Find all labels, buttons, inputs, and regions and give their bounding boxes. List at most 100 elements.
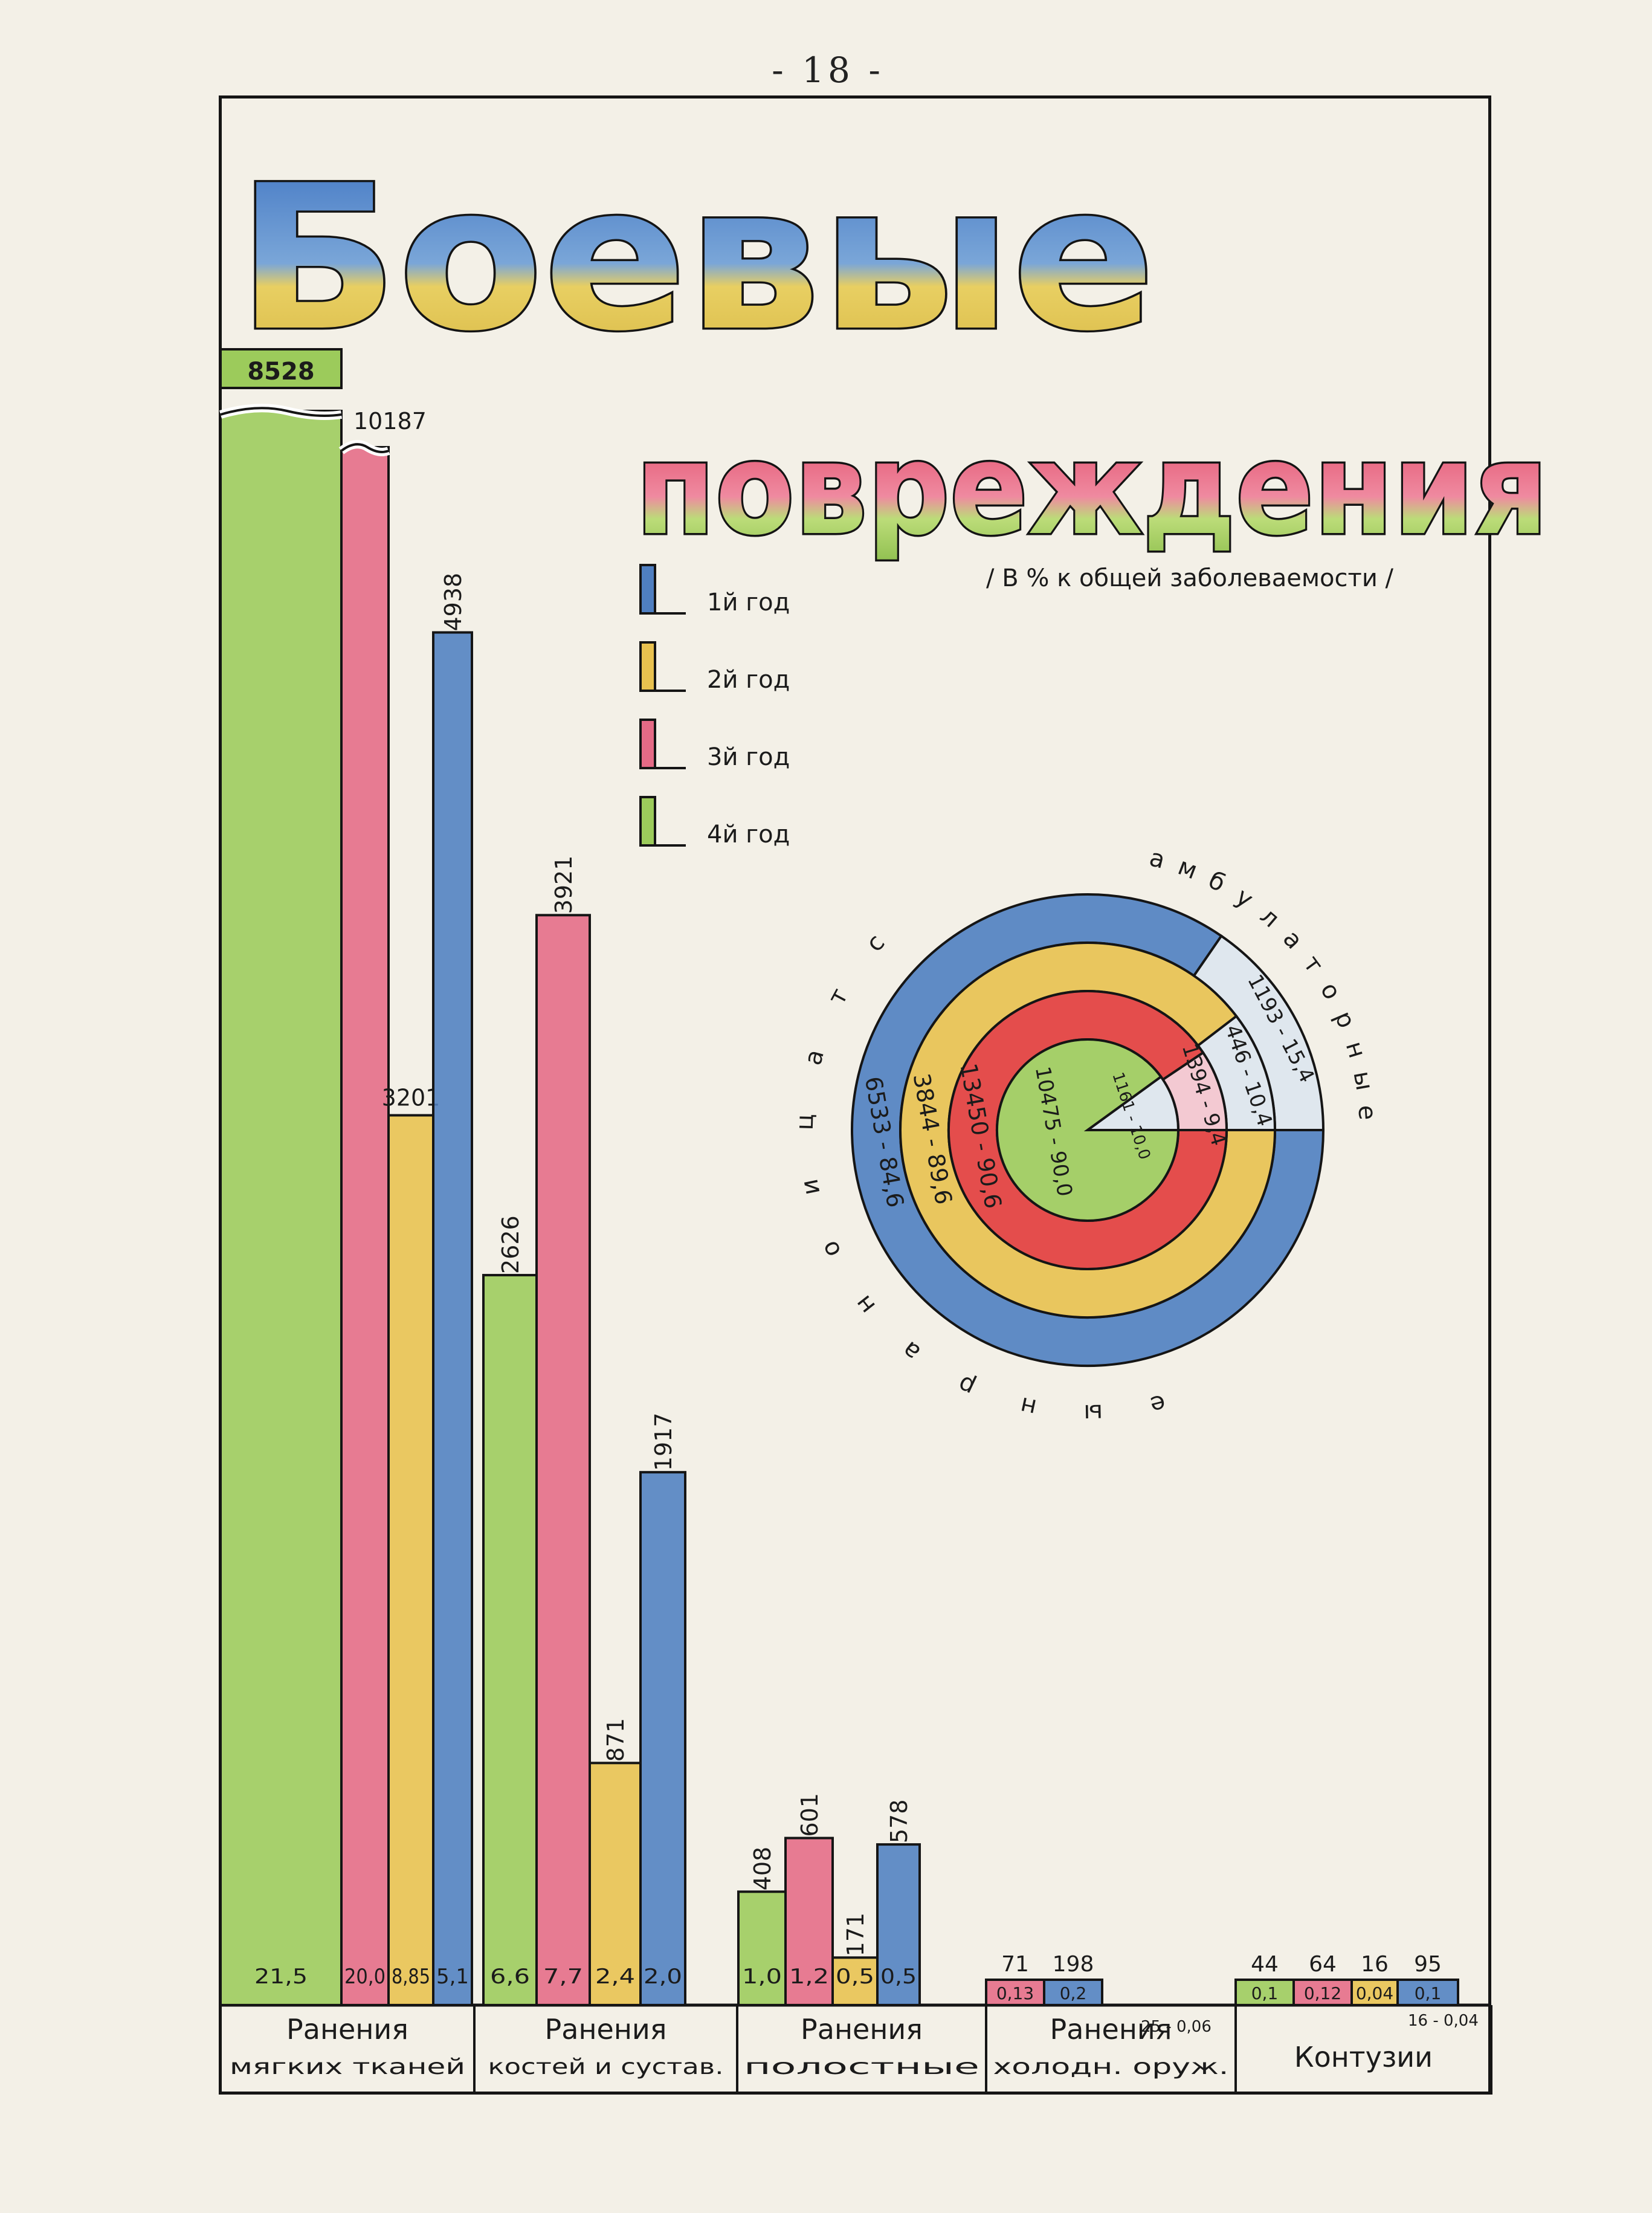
category-label: Ранения	[1050, 2013, 1172, 2046]
arc-label-stationary: а	[897, 1336, 926, 1366]
bar-1йгод-group4	[1043, 1979, 1103, 2006]
category-label: Контузии	[1294, 2041, 1433, 2073]
category-sublabel: полостные	[744, 2055, 979, 2079]
percent-label: 0,5	[880, 1965, 917, 1989]
arc-label-ambulatory: а	[1277, 925, 1308, 954]
category-label: Ранения	[286, 2013, 408, 2046]
arc-label-ambulatory: е	[1352, 1104, 1381, 1120]
legend-label: 4й год	[707, 821, 790, 848]
count-label: 8528	[247, 358, 314, 386]
percent-label: 8,85	[392, 1965, 430, 1989]
count-label: 578	[886, 1800, 912, 1844]
bar-break-line	[340, 443, 389, 453]
category-sublabel: костей и сустав.	[488, 2055, 724, 2079]
bar-3йгод-group3	[784, 1837, 834, 2007]
annotation-label: 16 - 0,04	[1408, 2012, 1479, 2030]
legend-label: 3й год	[707, 743, 790, 771]
percent-label: 6,6	[490, 1965, 530, 1989]
count-label: 171	[842, 1913, 869, 1957]
arc-label-stationary: о	[815, 1236, 847, 1262]
percent-label: 21,5	[254, 1965, 308, 1989]
bar-series: 8528 21,5 10187 20,0 3201 8,85 4938 5,1 2626 6,6 3…	[219, 348, 1479, 2036]
arc-label-ambulatory: р	[1329, 1007, 1360, 1032]
category-axis: Ранения мягких тканей Ранения костей и суст…	[219, 2003, 1492, 2095]
category-label: Ранения	[801, 2013, 923, 2046]
legend-label: 2й год	[707, 666, 790, 694]
arc-label-stationary: ц	[791, 1113, 819, 1131]
count-label: 64	[1309, 1952, 1337, 1977]
percent-label: 5,1	[436, 1965, 469, 1989]
count-label: 10187	[353, 408, 427, 435]
count-label: 3921	[550, 856, 577, 914]
percent-label: 2,4	[595, 1965, 635, 1989]
arc-label-ambulatory: ы	[1347, 1069, 1378, 1093]
arc-label-stationary: а	[799, 1047, 830, 1068]
arc-label-ambulatory: л	[1255, 902, 1285, 934]
bar-4йгод-group2	[482, 1274, 538, 2006]
page-number: - 18 -	[772, 50, 884, 91]
legend: 1й год 2й год 3й год 4й год	[639, 564, 790, 848]
arc-label-ambulatory: т	[1298, 951, 1329, 978]
arc-label-stationary: е	[1147, 1389, 1169, 1420]
count-label: 871	[602, 1718, 629, 1762]
percent-label: 2,0	[644, 1965, 682, 1989]
percent-label: 20,0	[344, 1965, 386, 1989]
arc-label-ambulatory: у	[1230, 883, 1257, 914]
percent-label: 0,13	[996, 1983, 1034, 2003]
arc-label-ambulatory: о	[1315, 978, 1346, 1004]
bar-1йгод-group3	[876, 1843, 921, 2007]
arc-label-ambulatory: м	[1174, 853, 1201, 885]
count-label: 16	[1361, 1952, 1389, 1977]
legend-swatch	[639, 564, 656, 615]
bar-2йгод-group3	[831, 1956, 879, 2007]
bar-2йгод-group1	[387, 1114, 434, 2006]
percent-label: 1,2	[789, 1965, 829, 1989]
arc-label-ambulatory: н	[1340, 1038, 1372, 1061]
bar-3йгод-group1	[340, 446, 390, 2006]
percent-label: 0,1	[1251, 1983, 1279, 2003]
count-label: 95	[1414, 1952, 1442, 1977]
percent-label: 0,2	[1060, 1983, 1087, 2003]
count-label: 601	[796, 1793, 823, 1837]
arc-label-stationary: и	[795, 1177, 825, 1198]
percent-label: 0,1	[1415, 1983, 1442, 2003]
count-label: 408	[749, 1847, 776, 1891]
arc-label-stationary: ы	[1083, 1399, 1103, 1427]
legend-swatch	[639, 719, 656, 769]
annotation-label: 25 - 0,06	[1141, 2018, 1212, 2036]
count-label: 198	[1053, 1952, 1094, 1977]
bar-break-line	[220, 407, 342, 417]
title-line-2: повреждения	[636, 415, 1548, 563]
bar-4йгод-group1	[219, 410, 343, 2006]
percent-label: 0,04	[1356, 1983, 1393, 2003]
count-label-box	[219, 348, 343, 389]
percent-label: 7,7	[543, 1965, 583, 1989]
bar-1йгод-group1	[432, 631, 473, 2006]
chart-subtitle: / В % к общей заболеваемости /	[986, 564, 1394, 592]
bar-3йгод-group4	[985, 1979, 1045, 2006]
title-line-1: Боевые	[237, 143, 1155, 375]
arc-label-stationary: р	[953, 1370, 979, 1401]
legend-label: 1й год	[707, 589, 790, 616]
bar-2йгод-group2	[589, 1762, 642, 2007]
category-sublabel: мягких тканей	[230, 2055, 465, 2079]
bar-3йгод-group2	[535, 914, 591, 2006]
bar-1йгод-group5	[1396, 1979, 1459, 2006]
arc-label-stationary: н	[850, 1290, 881, 1319]
legend-swatch	[639, 641, 656, 692]
arc-label-ambulatory: а	[1147, 844, 1168, 874]
ring-4-ambulatory-slice	[1083, 1075, 1180, 1131]
bar-4йгод-group5	[1234, 1979, 1295, 2006]
arc-label-stationary: с	[860, 929, 890, 957]
bar-1йгод-group2	[639, 1471, 686, 2006]
percent-label: 0,12	[1304, 1983, 1341, 2003]
arc-label-stationary: н	[1018, 1391, 1039, 1421]
count-label: 44	[1251, 1952, 1279, 1977]
bar-3йгод-group5	[1292, 1979, 1353, 2006]
category-label: Ранения	[545, 2013, 667, 2046]
category-sublabel: холодн. оруж.	[993, 2055, 1229, 2079]
count-label: 4938	[440, 573, 466, 632]
arc-label-stationary: т	[823, 984, 854, 1009]
